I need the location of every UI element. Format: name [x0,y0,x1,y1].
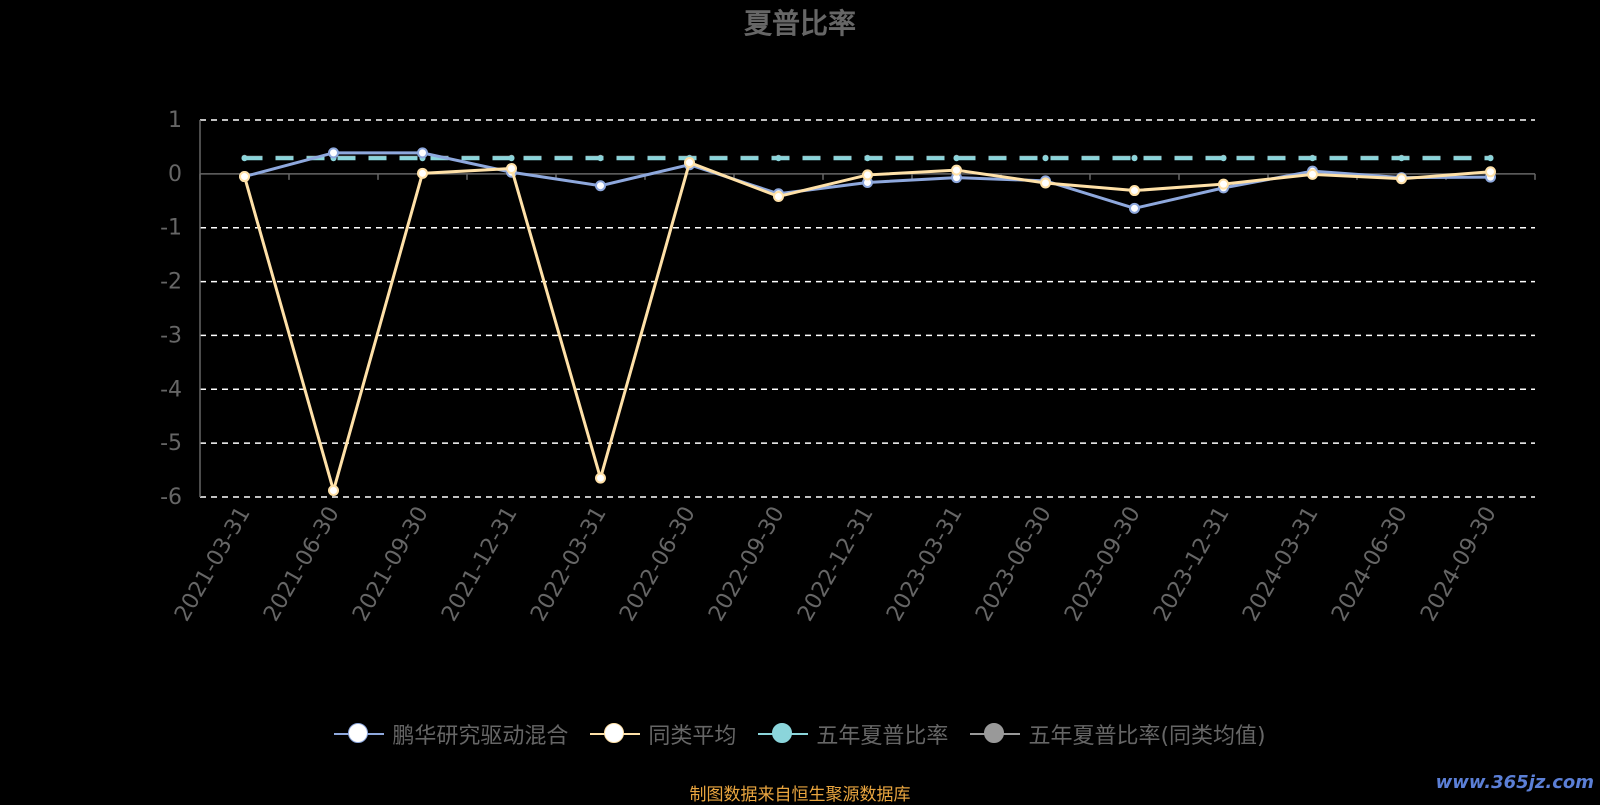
x-tick-label: 2023-06-30 [971,503,1057,626]
data-point [328,147,339,159]
y-tick-label: -6 [160,485,182,510]
legend-line-circle-icon [970,722,1021,746]
x-tick-label: 2022-12-31 [793,503,879,626]
data-point [862,169,873,181]
x-tick-label: 2022-06-30 [615,503,701,626]
data-point [1129,202,1140,214]
x-tick-label: 2024-06-30 [1327,503,1413,626]
data-point [506,162,517,174]
y-tick-label: -2 [160,270,182,295]
data-point [508,155,515,162]
series-layer [239,147,1496,497]
data-point [328,485,339,497]
legend-line-circle-icon [334,722,385,746]
data-point [595,472,606,484]
x-tick-label: 2023-09-30 [1060,503,1146,626]
data-point [241,155,248,162]
legend-item-peer-average[interactable]: 同类平均 [590,718,736,750]
legend: 鹏华研究驱动混合 同类平均 五年夏普比率 五年夏普比率(同类均值) [0,718,1600,750]
data-point [1307,168,1318,180]
legend-label-five-year-sharpe: 五年夏普比率 [816,724,949,749]
chart-title: 夏普比率 [744,7,856,40]
y-tick-label: -5 [160,431,182,456]
legend-line-circle-icon [758,722,809,746]
data-point [1309,155,1316,162]
data-point [1218,178,1229,190]
data-point [775,155,782,162]
legend-swatch-dot [984,723,1005,743]
x-tick-label: 2023-12-31 [1149,503,1235,626]
data-point [239,171,250,183]
legend-swatch-dot [348,723,369,743]
x-tick-label: 2022-03-31 [526,503,612,626]
legend-item-five-year-sharpe-peer[interactable]: 五年夏普比率(同类均值) [970,718,1266,750]
data-point [684,157,695,169]
series-line-peer-average [243,160,1491,497]
x-tick-label: 2021-09-30 [348,503,434,626]
legend-line-circle-icon [590,722,641,746]
data-point [773,190,784,202]
data-point [417,167,428,179]
x-tick-label: 2024-09-30 [1416,503,1502,626]
legend-label-fund: 鹏华研究驱动混合 [392,724,569,749]
data-point [1042,155,1049,162]
data-point [1131,155,1138,162]
grid [200,119,1535,498]
x-tick-label: 2023-03-31 [882,503,968,626]
data-point [417,147,428,159]
legend-label-five-year-sharpe-peer: 五年夏普比率(同类均值) [1028,724,1266,749]
y-tick-label: -4 [160,377,182,402]
data-point [595,180,606,192]
legend-swatch-dot [604,723,625,743]
data-point [1487,155,1494,162]
watermark-logo: www.365jz.com [1435,772,1594,793]
data-source-note: 制图数据来自恒生聚源数据库 [689,785,911,805]
legend-swatch-dot [772,723,793,743]
legend-label-peer-average: 同类平均 [648,724,737,749]
x-tick-label: 2021-06-30 [259,503,345,626]
data-point [1398,155,1405,162]
data-point [1396,173,1407,185]
data-point [864,155,871,162]
data-point [1220,155,1227,162]
x-tick-label: 2021-03-31 [170,503,256,626]
y-tick-label: -1 [160,216,182,241]
y-tick-label: 0 [168,162,182,187]
data-point [951,164,962,176]
x-tick-label: 2021-12-31 [437,503,523,626]
legend-item-five-year-sharpe[interactable]: 五年夏普比率 [758,718,948,750]
data-point [1485,166,1496,178]
x-tick-label: 2022-09-30 [704,503,790,626]
data-point [597,155,604,162]
data-point [1040,177,1051,189]
data-point [953,155,960,162]
x-tick-label: 2024-03-31 [1238,503,1324,626]
data-point [1129,185,1140,197]
legend-item-fund[interactable]: 鹏华研究驱动混合 [334,718,568,750]
y-tick-label: 1 [168,108,182,133]
y-tick-label: -3 [160,323,182,348]
